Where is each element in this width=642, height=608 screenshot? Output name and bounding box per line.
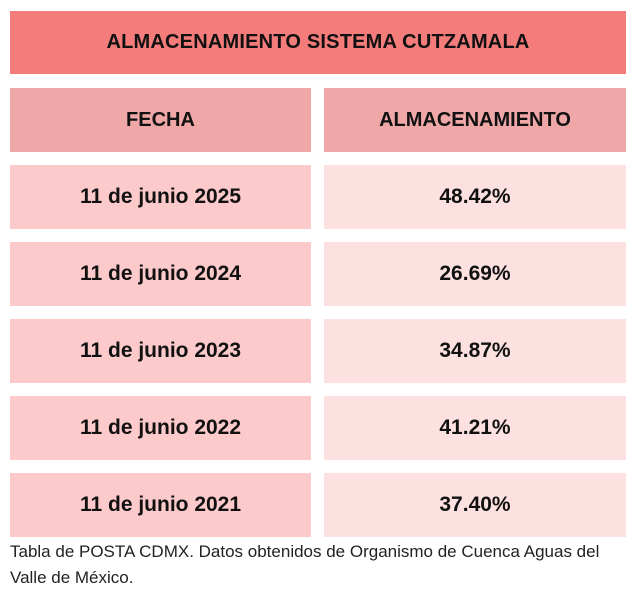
table-row: 11 de junio 2022 41.21% (10, 396, 626, 460)
date-cell: 11 de junio 2022 (10, 396, 311, 460)
date-cell: 11 de junio 2023 (10, 319, 311, 383)
table-header-row: FECHA ALMACENAMIENTO (10, 88, 626, 152)
header-date: FECHA (10, 88, 311, 152)
date-cell: 11 de junio 2021 (10, 473, 311, 537)
storage-table: ALMACENAMIENTO SISTEMA CUTZAMALA FECHA A… (10, 11, 626, 537)
date-cell: 11 de junio 2025 (10, 165, 311, 229)
table-title: ALMACENAMIENTO SISTEMA CUTZAMALA (10, 11, 626, 74)
date-cell: 11 de junio 2024 (10, 242, 311, 306)
table-row: 11 de junio 2024 26.69% (10, 242, 626, 306)
storage-cell: 48.42% (324, 165, 626, 229)
storage-cell: 26.69% (324, 242, 626, 306)
table-row: 11 de junio 2023 34.87% (10, 319, 626, 383)
storage-cell: 37.40% (324, 473, 626, 537)
storage-cell: 41.21% (324, 396, 626, 460)
header-storage: ALMACENAMIENTO (324, 88, 626, 152)
storage-cell: 34.87% (324, 319, 626, 383)
table-row: 11 de junio 2025 48.42% (10, 165, 626, 229)
table-row: 11 de junio 2021 37.40% (10, 473, 626, 537)
source-caption: Tabla de POSTA CDMX. Datos obtenidos de … (10, 542, 600, 587)
